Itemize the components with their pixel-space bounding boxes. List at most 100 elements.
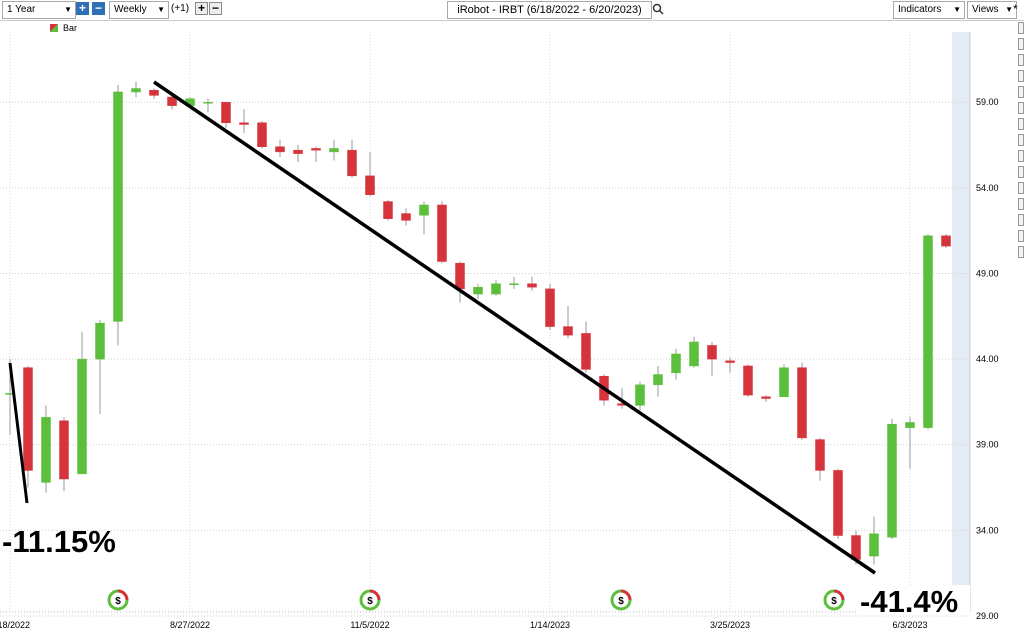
side-button[interactable] <box>1018 246 1024 258</box>
side-button[interactable] <box>1018 150 1024 162</box>
views-label: Views <box>972 4 999 15</box>
event-icon: $ <box>107 589 129 611</box>
side-button[interactable] <box>1018 134 1024 146</box>
annotation-bg <box>856 585 970 615</box>
candle-body <box>797 367 807 439</box>
symbol-box[interactable]: iRobot - IRBT (6/18/2022 - 6/20/2023) <box>447 1 652 19</box>
toolbar-divider <box>0 20 1024 21</box>
y-tick-label: 49.00 <box>976 268 999 278</box>
candle-body <box>689 341 699 367</box>
candle-body <box>509 283 519 286</box>
candle-body <box>815 439 825 471</box>
annotation: -41.4% <box>860 584 958 619</box>
candle-body <box>257 122 267 147</box>
candle-body <box>23 367 33 471</box>
side-button[interactable] <box>1018 70 1024 82</box>
trend-line <box>153 80 876 575</box>
indicators-select[interactable]: Indicators ▼ <box>893 1 965 19</box>
x-tick-label: 11/5/2022 <box>350 620 389 630</box>
zoom-in-button[interactable]: + <box>76 2 89 15</box>
period-label: 1 Year <box>7 4 36 15</box>
candle-body <box>293 149 303 154</box>
candle-body <box>437 204 447 262</box>
candle-body <box>545 288 555 327</box>
candle-body <box>869 533 879 557</box>
x-tick-label: 6/18/2022 <box>0 620 30 630</box>
star-button[interactable]: * <box>1013 2 1018 16</box>
x-tick-label: 3/25/2023 <box>710 620 750 630</box>
side-button[interactable] <box>1018 86 1024 98</box>
candle-body <box>743 365 753 396</box>
candle-body <box>671 353 681 374</box>
candle-body <box>833 470 843 536</box>
interval-label: Weekly <box>114 4 147 15</box>
candle-body <box>725 360 735 363</box>
side-button[interactable] <box>1018 102 1024 114</box>
side-button[interactable] <box>1018 22 1024 34</box>
candle-body <box>149 89 159 96</box>
svg-text:$: $ <box>367 596 373 607</box>
side-button[interactable] <box>1018 198 1024 210</box>
x-tick-label: 8/27/2022 <box>170 620 210 630</box>
views-select[interactable]: Views ▼ <box>967 1 1017 19</box>
side-button[interactable] <box>1018 214 1024 226</box>
trend-line <box>8 362 29 504</box>
candle-body <box>941 235 951 247</box>
future-shade <box>952 32 970 612</box>
svg-text:$: $ <box>115 596 121 607</box>
candle-body <box>923 235 933 428</box>
offset-minus-button[interactable]: − <box>209 2 222 15</box>
candle-body <box>275 146 285 153</box>
event-icon: $ <box>610 589 632 611</box>
interval-select[interactable]: Weekly ▼ <box>109 1 169 19</box>
y-tick-label: 34.00 <box>976 525 999 535</box>
y-tick-label: 44.00 <box>976 354 999 364</box>
candle-body <box>311 148 321 151</box>
candle-body <box>887 423 897 538</box>
side-button[interactable] <box>1018 182 1024 194</box>
event-icon: $ <box>823 589 845 611</box>
candle-body <box>365 175 375 195</box>
legend: Bar <box>50 23 77 33</box>
candle-body <box>113 91 123 322</box>
candle-body <box>635 384 645 406</box>
side-button[interactable] <box>1018 166 1024 178</box>
y-tick-label: 29.00 <box>976 611 999 621</box>
candle-body <box>221 101 231 124</box>
candle-body <box>401 213 411 221</box>
side-button[interactable] <box>1018 230 1024 242</box>
candle-body <box>41 417 51 483</box>
offset-plus-button[interactable]: + <box>195 2 208 15</box>
legend-icon-up <box>50 24 58 32</box>
candle-body <box>383 201 393 219</box>
x-tick-label: 1/14/2023 <box>530 620 570 630</box>
candle-body <box>95 322 105 360</box>
svg-text:$: $ <box>618 596 624 607</box>
search-icon[interactable] <box>652 3 664 15</box>
side-button[interactable] <box>1018 118 1024 130</box>
candle-body <box>653 374 663 386</box>
side-button[interactable] <box>1018 54 1024 66</box>
candle-body <box>527 283 537 288</box>
zoom-out-button[interactable]: − <box>92 2 105 15</box>
y-tick-label: 54.00 <box>976 183 999 193</box>
candle-body <box>491 283 501 295</box>
candle-body <box>203 101 213 104</box>
candle-body <box>131 88 141 93</box>
chart-title: iRobot - IRBT (6/18/2022 - 6/20/2023) <box>457 4 642 16</box>
side-button[interactable] <box>1018 38 1024 50</box>
candle-body <box>59 420 69 480</box>
x-tick-label: 6/3/2023 <box>892 620 927 630</box>
candle-body <box>581 333 591 370</box>
candle-body <box>563 326 573 336</box>
candle-body <box>419 204 429 216</box>
candle-body <box>167 96 177 106</box>
period-select[interactable]: 1 Year ▼ <box>2 1 76 19</box>
candle-body <box>329 148 339 153</box>
event-icons: $ $ $ $ <box>107 589 845 611</box>
event-icon: $ <box>359 589 381 611</box>
svg-text:$: $ <box>831 596 837 607</box>
candle-body <box>239 122 249 125</box>
candle-body <box>347 149 357 177</box>
